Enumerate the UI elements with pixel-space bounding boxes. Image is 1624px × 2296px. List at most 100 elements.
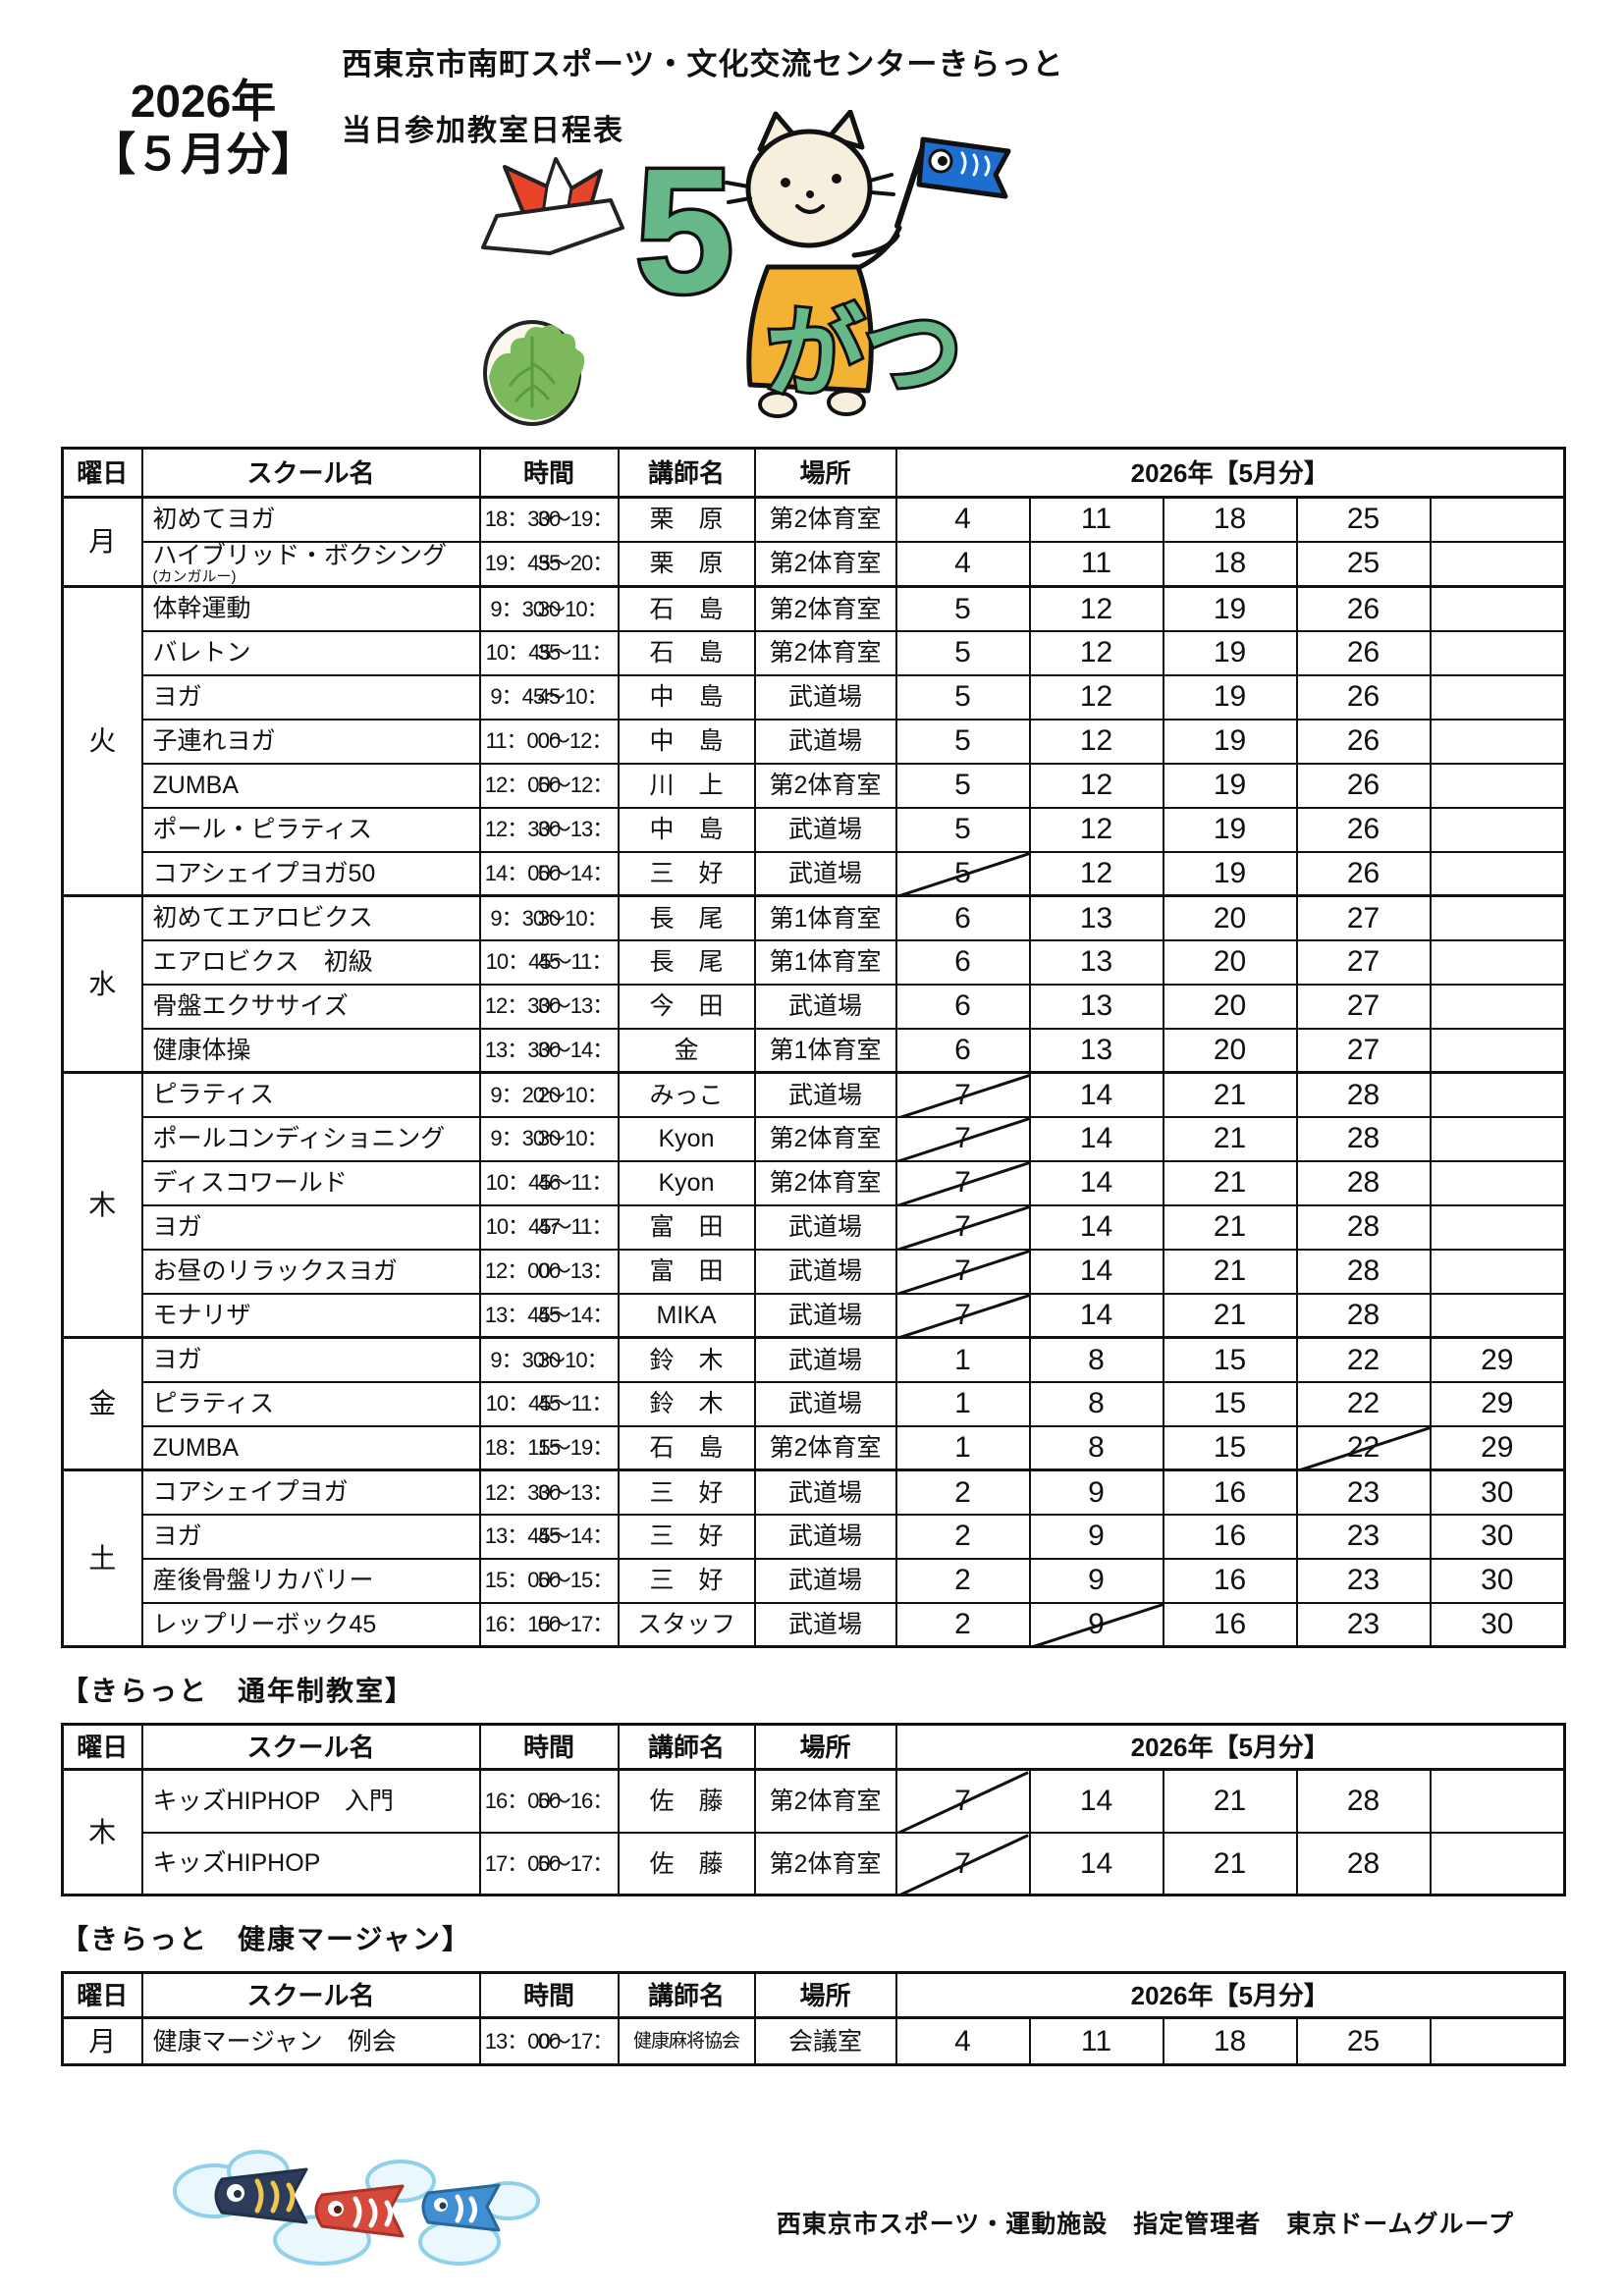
day-cell: 木 bbox=[61, 1768, 143, 1896]
time-cell: 10：45～11：45 bbox=[478, 1380, 620, 1427]
date-cell: 2 bbox=[894, 1557, 1031, 1604]
schedule-row: ZUMBA 12：00～12：50 川 上第2体育室 5 12 19 26 bbox=[63, 762, 1566, 809]
time-cell: 16：00～16：50 bbox=[478, 1768, 620, 1834]
carp-red-icon bbox=[314, 2184, 405, 2238]
main-schedule-table: 曜日 スクール名 時間 講師名 場所 2026年【5月分】月初めてヨガ 18：30～19：3… bbox=[61, 447, 1567, 1649]
school-note: (カンガルー) bbox=[152, 567, 237, 585]
date-cell bbox=[1429, 1159, 1566, 1206]
school-cell: 初めてエアロビクス bbox=[140, 894, 481, 941]
date-cell: 30 bbox=[1429, 1601, 1566, 1648]
date-cell: 14 bbox=[1028, 1071, 1164, 1118]
date-cell: 8 bbox=[1028, 1336, 1164, 1383]
teacher-cell: 栗 原 bbox=[617, 540, 756, 588]
date-cell bbox=[1429, 1203, 1566, 1251]
school-cell: ディスコワールド bbox=[140, 1159, 481, 1206]
date-cell: 21 bbox=[1162, 1115, 1298, 1162]
date-cell: 23 bbox=[1295, 1513, 1432, 1560]
date-cell: 28 bbox=[1295, 1115, 1432, 1162]
page-title: 西東京市南町スポーツ・文化交流センターきらっと bbox=[342, 47, 1064, 81]
date-cell: 26 bbox=[1295, 673, 1432, 721]
teacher-cell: 三 好 bbox=[617, 850, 756, 897]
kashiwa-mochi-icon bbox=[483, 320, 585, 426]
school-cell: ZUMBA bbox=[140, 762, 481, 809]
time-cell: 13：30～14：30 bbox=[478, 1027, 620, 1074]
section-title-annual: 【きらっと 通年制教室】 bbox=[61, 1676, 415, 1707]
date-cell: 23 bbox=[1295, 1557, 1432, 1604]
day-cell: 火 bbox=[61, 585, 143, 897]
teacher-cell: 鈴 木 bbox=[617, 1336, 756, 1383]
place-cell: 第2体育室 bbox=[753, 629, 897, 676]
schedule-row: 火体幹運動 9：30～10：30 石 島第2体育室 5 12 19 26 bbox=[61, 585, 1566, 897]
teacher-cell: Kyon bbox=[617, 1115, 756, 1162]
teacher-cell: 今 田 bbox=[617, 983, 756, 1030]
page-subtitle: 当日参加教室日程表 bbox=[342, 115, 624, 147]
date-cell: 20 bbox=[1162, 938, 1298, 986]
date-cell: 30 bbox=[1429, 1513, 1566, 1560]
school-cell: 骨盤エクササイズ bbox=[140, 983, 481, 1030]
date-cell: 4 bbox=[894, 540, 1031, 588]
date-cell: 7 bbox=[894, 1071, 1031, 1118]
school-cell: ハイブリッド・ボクシング (カンガルー) bbox=[140, 540, 481, 588]
date-cell: 12 bbox=[1028, 806, 1164, 853]
school-cell: ピラティス bbox=[140, 1071, 481, 1118]
date-cell: 5 bbox=[894, 629, 1031, 676]
date-cell: 5 bbox=[894, 806, 1031, 853]
day-header: 曜日 bbox=[61, 1971, 143, 2020]
schedule-row: 土コアシェイプヨガ 12：30～13：30 三 好武道場 2 9 16 23 30 bbox=[61, 1468, 1566, 1648]
date-cell: 12 bbox=[1028, 585, 1164, 632]
teacher-cell: 三 好 bbox=[617, 1468, 756, 1516]
school-cell: ヨガ bbox=[140, 673, 481, 721]
date-cell: 28 bbox=[1295, 1248, 1432, 1295]
day-header: 曜日 bbox=[61, 447, 143, 499]
place-cell: 第1体育室 bbox=[753, 894, 897, 941]
school-cell: コアシェイプヨガ50 bbox=[140, 850, 481, 897]
date-cell: 4 bbox=[894, 2016, 1031, 2066]
teacher-header: 講師名 bbox=[617, 1723, 756, 1772]
place-cell: 第1体育室 bbox=[753, 938, 897, 986]
time-cell: 15：00～15：50 bbox=[478, 1557, 620, 1604]
date-cell: 30 bbox=[1429, 1557, 1566, 1604]
date-cell: 21 bbox=[1162, 1159, 1298, 1206]
date-cell: 14 bbox=[1028, 1292, 1164, 1339]
place-cell: 第1体育室 bbox=[753, 1027, 897, 1074]
date-cell: 26 bbox=[1295, 850, 1432, 897]
teacher-cell: 中 島 bbox=[617, 673, 756, 721]
carp-navy-icon bbox=[214, 2167, 308, 2224]
strike-line bbox=[897, 1206, 1028, 1248]
date-cell bbox=[1429, 938, 1566, 986]
school-cell: ポールコンディショニング bbox=[140, 1115, 481, 1162]
date-cell: 7 bbox=[894, 1831, 1031, 1896]
time-cell: 10：45～11：46 bbox=[478, 1159, 620, 1206]
date-cell: 22 bbox=[1295, 1380, 1432, 1427]
time-cell: 13：45～14：45 bbox=[478, 1513, 620, 1560]
teacher-cell: MIKA bbox=[617, 1292, 756, 1339]
header-row: 曜日 スクール名 時間 講師名 場所 2026年【5月分】 bbox=[61, 1723, 1566, 1772]
teacher-cell: 長 尾 bbox=[617, 894, 756, 941]
date-cell: 2 bbox=[894, 1468, 1031, 1516]
date-cell: 5 bbox=[894, 673, 1031, 721]
school-header: スクール名 bbox=[140, 1971, 481, 2020]
teacher-cell: Kyon bbox=[617, 1159, 756, 1206]
time-cell: 17：00～17：50 bbox=[478, 1831, 620, 1896]
school-cell: ZUMBA bbox=[140, 1424, 481, 1471]
school-cell: 健康マージャン 例会 bbox=[140, 2016, 481, 2066]
day-cell: 月 bbox=[61, 495, 143, 588]
date-cell: 16 bbox=[1162, 1601, 1298, 1648]
date-cell bbox=[1429, 718, 1566, 765]
date-cell: 6 bbox=[894, 983, 1031, 1030]
school-cell: お昼のリラックスヨガ bbox=[140, 1248, 481, 1295]
date-cell: 9 bbox=[1028, 1557, 1164, 1604]
school-cell: モナリザ bbox=[140, 1292, 481, 1339]
schedule-row: ピラティス 10：45～11：45 鈴 木武道場 1 8 15 22 29 bbox=[63, 1380, 1566, 1427]
time-cell: 18：30～19：30 bbox=[478, 496, 620, 543]
teacher-cell: 佐 藤 bbox=[617, 1768, 756, 1834]
annual-classes-table: 曜日 スクール名 時間 講師名 場所 2026年【5月分】木キッズHIPHOP 入門 16：… bbox=[61, 1723, 1567, 1897]
school-cell: 体幹運動 bbox=[140, 585, 481, 632]
date-cell: 28 bbox=[1295, 1292, 1432, 1339]
place-header: 場所 bbox=[753, 1971, 897, 2020]
place-cell: 第2体育室 bbox=[753, 496, 897, 543]
date-cell: 28 bbox=[1295, 1831, 1432, 1896]
